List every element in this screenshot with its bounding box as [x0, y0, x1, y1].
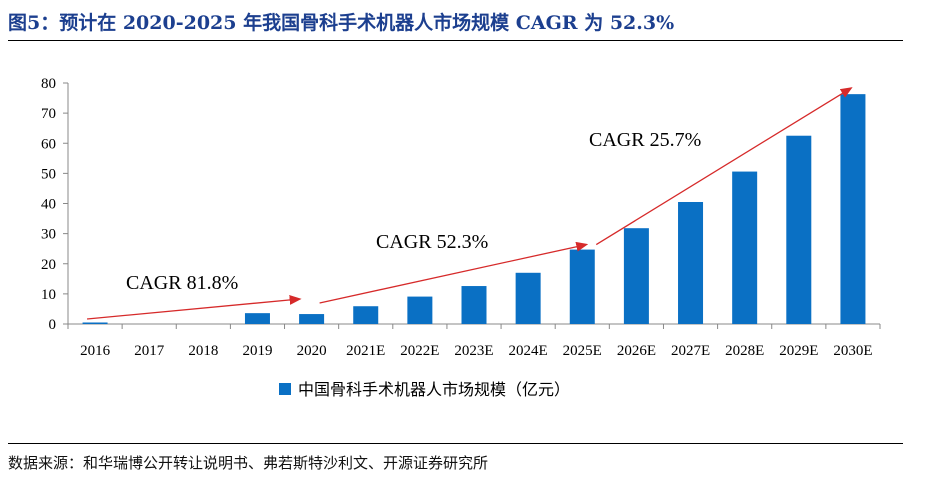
cagr-label: CAGR 52.3%: [376, 231, 488, 253]
bar: [840, 94, 866, 325]
x-tick-label: 2029E: [779, 343, 818, 359]
cagr-annotations: CAGR 81.8% CAGR 52.3% CAGR 25.7%: [87, 87, 853, 320]
cagr-label: CAGR 25.7%: [589, 129, 701, 151]
x-tick-label: 2025E: [563, 343, 602, 359]
bar: [732, 171, 758, 324]
legend-swatch: [279, 383, 291, 395]
x-axis: 2016 2017 2018 2019 2020 2021E 2022E 2023E 2024E…: [67, 323, 881, 359]
bar: [678, 201, 704, 324]
bar: [461, 286, 487, 324]
cagr-arrow: [87, 294, 302, 320]
legend-label: 中国骨科手术机器人市场规模（亿元）: [298, 380, 570, 399]
y-tick-label: 60: [41, 136, 56, 152]
bar: [244, 313, 270, 324]
bottom-rule: [8, 443, 903, 444]
x-tick-label: 2027E: [671, 343, 710, 359]
x-tick-label: 2026E: [617, 343, 656, 359]
y-axis: 0 10 20 30 40 50 60 70 80: [41, 76, 69, 333]
bar: [299, 314, 325, 324]
source-note: 数据来源：和华瑞博公开转让说明书、弗若斯特沙利文、开源证券研究所: [8, 454, 489, 472]
y-tick-label: 50: [41, 166, 56, 182]
x-tick-label: 2020: [297, 343, 327, 359]
bar: [82, 322, 108, 324]
x-tick-label: 2019: [242, 343, 272, 359]
bar-series: [82, 94, 866, 325]
x-tick-label: 2022E: [400, 343, 439, 359]
x-tick-label: 2018: [188, 343, 218, 359]
bar: [623, 228, 649, 324]
cagr-arrow: [595, 87, 853, 246]
x-tick-label: 2030E: [833, 343, 872, 359]
figure-title: 图5：预计在 2020-2025 年我国骨科手术机器人市场规模 CAGR 为 5…: [8, 12, 675, 34]
y-tick-label: 10: [41, 287, 56, 303]
x-tick-label: 2023E: [454, 343, 493, 359]
cagr-arrow: [319, 241, 589, 304]
y-tick-label: 70: [41, 106, 56, 122]
y-tick-label: 80: [41, 76, 56, 92]
x-tick-label: 2028E: [725, 343, 764, 359]
y-tick-label: 0: [49, 317, 57, 333]
bar: [515, 272, 541, 324]
x-tick-label: 2017: [134, 343, 165, 359]
legend: 中国骨科手术机器人市场规模（亿元）: [279, 380, 570, 399]
x-tick-label: 2024E: [509, 343, 548, 359]
bar: [786, 135, 812, 324]
x-tick-label: 2021E: [346, 343, 385, 359]
y-tick-label: 40: [41, 197, 56, 213]
y-tick-label: 20: [41, 257, 56, 273]
bar: [569, 249, 595, 324]
top-rule: [8, 40, 903, 41]
x-tick-label: 2016: [80, 343, 111, 359]
cagr-label: CAGR 81.8%: [126, 272, 238, 294]
y-tick-label: 30: [41, 227, 56, 243]
bar: [407, 296, 433, 324]
bar: [353, 306, 379, 324]
